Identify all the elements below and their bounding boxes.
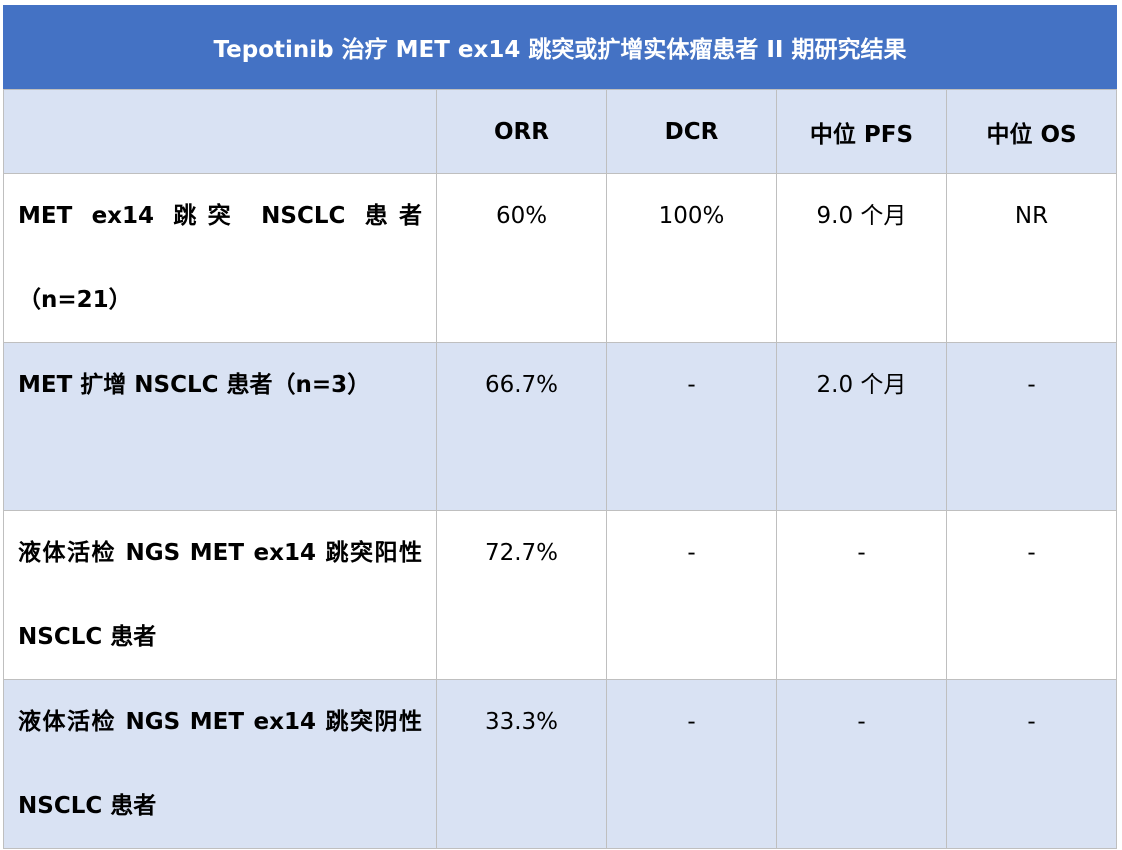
cell-dcr: -: [606, 342, 777, 511]
cell-median-os: -: [946, 679, 1117, 849]
table-row: 液体活检 NGS MET ex14 跳突阳性 NSCLC 患者 72.7% - …: [3, 510, 1117, 680]
cell-median-os: -: [946, 510, 1117, 680]
cell-dcr: 100%: [606, 173, 777, 343]
cell-median-pfs: -: [776, 510, 947, 680]
cell-dcr: -: [606, 679, 777, 849]
header-cell-orr: ORR: [436, 89, 607, 174]
header-cell-median-pfs: 中位 PFS: [776, 89, 947, 174]
header-cell-blank: [3, 89, 437, 174]
cell-median-pfs: -: [776, 679, 947, 849]
results-table: ORR DCR 中位 PFS 中位 OS MET ex14 跳突 NSCLC 患…: [3, 89, 1117, 849]
cell-orr: 33.3%: [436, 679, 607, 849]
row-label: MET 扩增 NSCLC 患者（n=3）: [3, 342, 437, 511]
header-row: ORR DCR 中位 PFS 中位 OS: [3, 89, 1117, 174]
table-row: MET 扩增 NSCLC 患者（n=3） 66.7% - 2.0 个月 -: [3, 342, 1117, 511]
cell-median-os: NR: [946, 173, 1117, 343]
cell-orr: 60%: [436, 173, 607, 343]
header-cell-dcr: DCR: [606, 89, 777, 174]
table-title: Tepotinib 治疗 MET ex14 跳突或扩增实体瘤患者 II 期研究结…: [3, 5, 1117, 89]
cell-median-pfs: 9.0 个月: [776, 173, 947, 343]
cell-dcr: -: [606, 510, 777, 680]
table-row: 液体活检 NGS MET ex14 跳突阴性 NSCLC 患者 33.3% - …: [3, 679, 1117, 849]
results-table-container: Tepotinib 治疗 MET ex14 跳突或扩增实体瘤患者 II 期研究结…: [3, 5, 1117, 849]
row-label: 液体活检 NGS MET ex14 跳突阴性 NSCLC 患者: [3, 679, 437, 849]
header-cell-median-os: 中位 OS: [946, 89, 1117, 174]
row-label: 液体活检 NGS MET ex14 跳突阳性 NSCLC 患者: [3, 510, 437, 680]
row-label: MET ex14 跳突 NSCLC 患者（n=21）: [3, 173, 437, 343]
cell-orr: 72.7%: [436, 510, 607, 680]
table-row: MET ex14 跳突 NSCLC 患者（n=21） 60% 100% 9.0 …: [3, 173, 1117, 343]
cell-median-pfs: 2.0 个月: [776, 342, 947, 511]
cell-orr: 66.7%: [436, 342, 607, 511]
cell-median-os: -: [946, 342, 1117, 511]
